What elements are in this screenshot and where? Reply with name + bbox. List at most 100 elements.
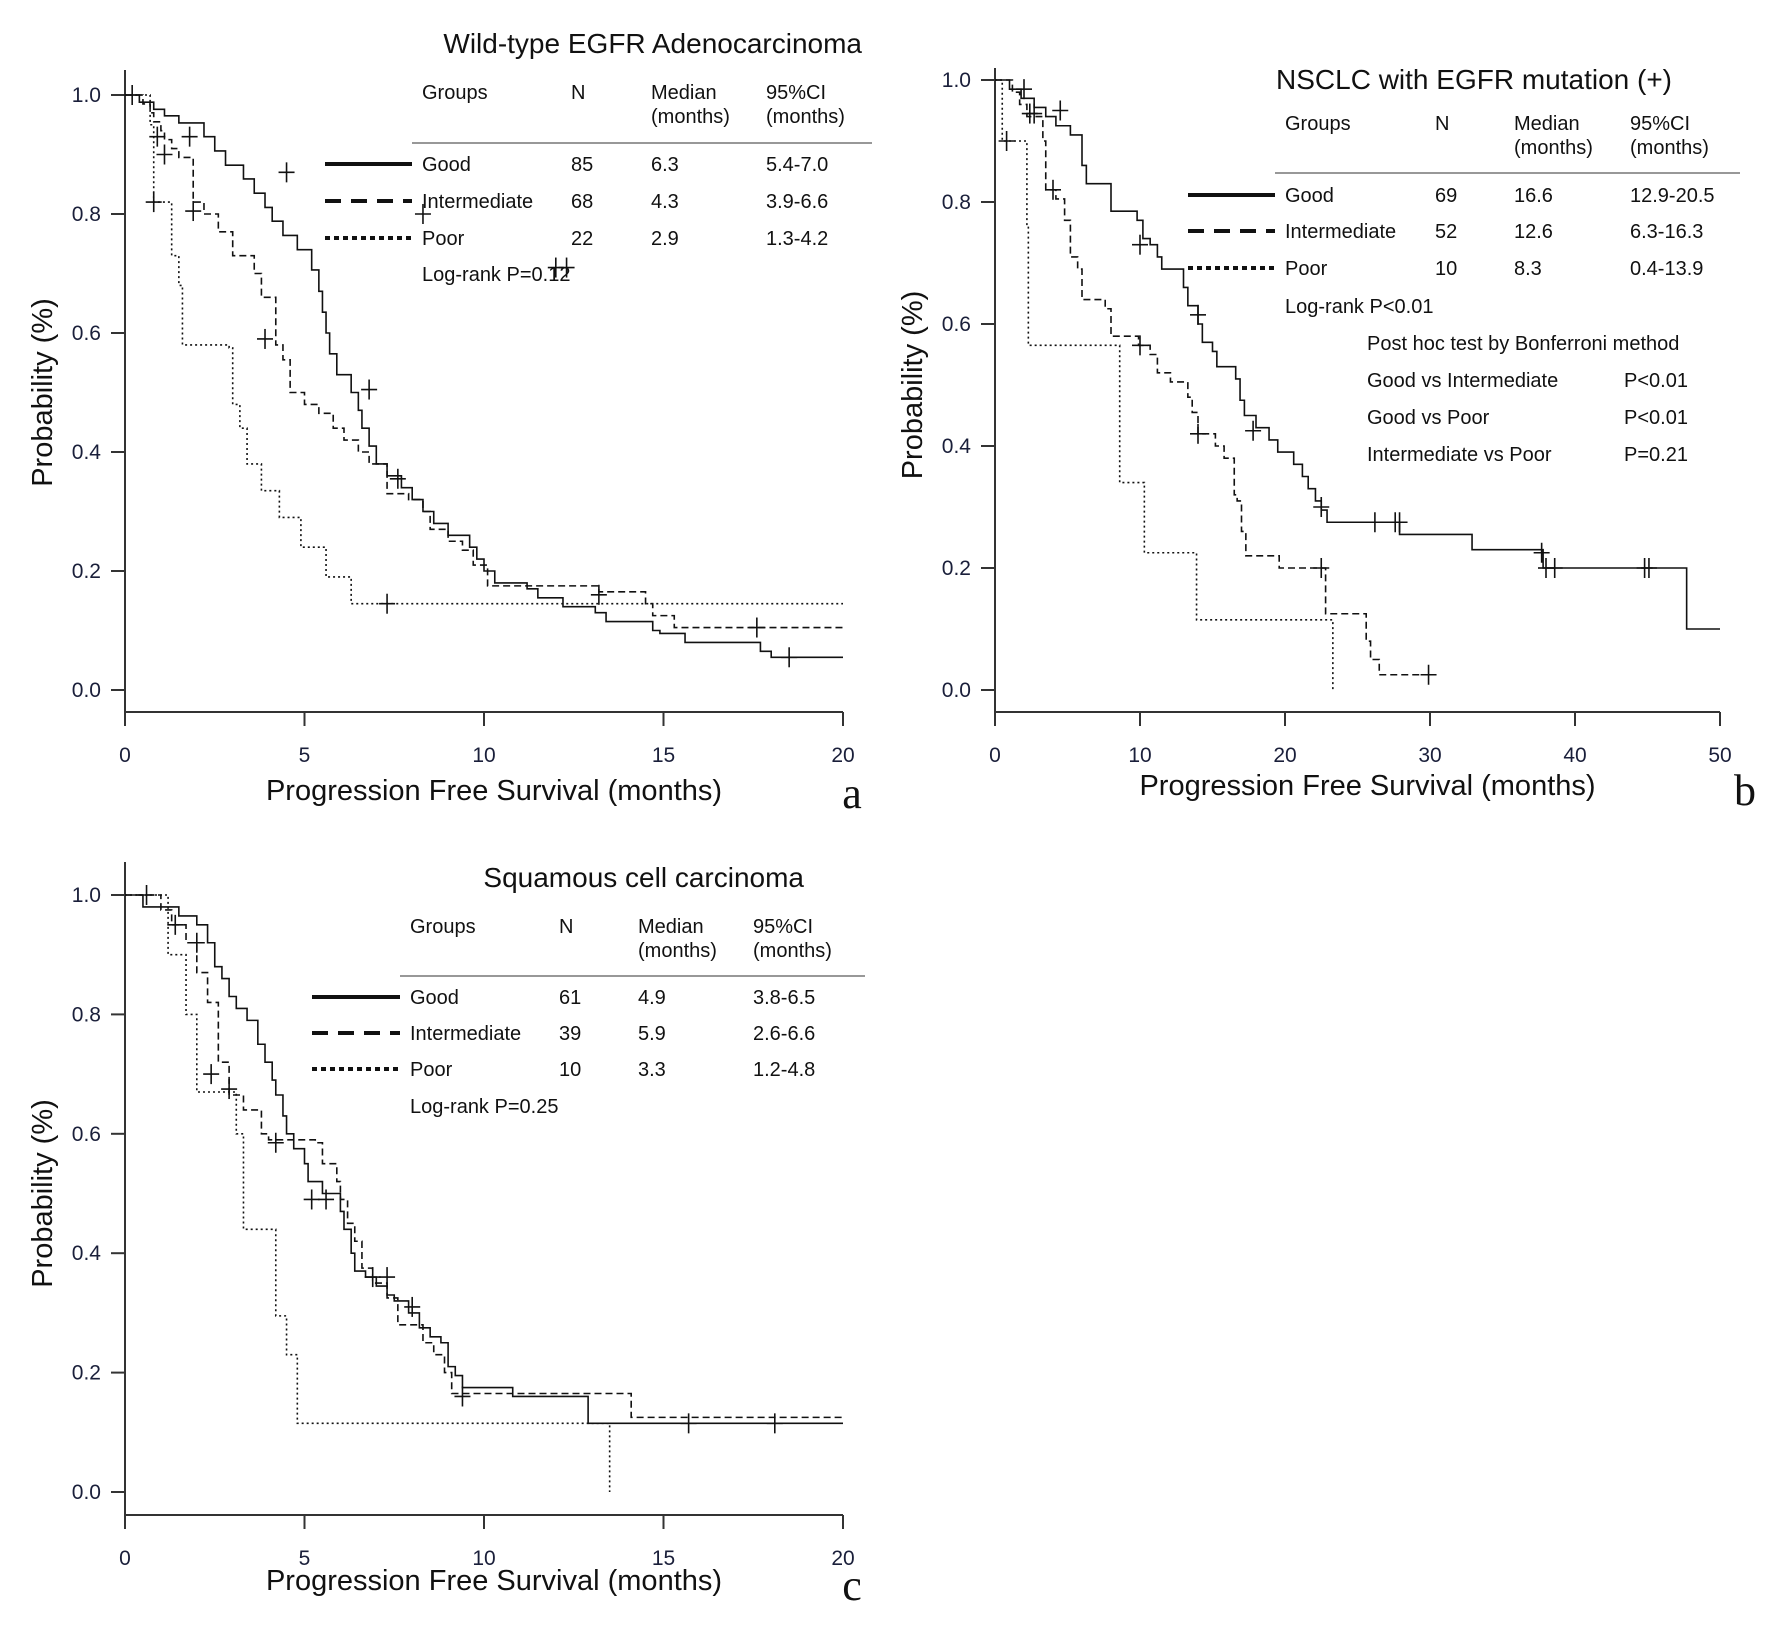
- legend-n: 68: [571, 191, 593, 213]
- legend-group: Good: [1285, 185, 1334, 207]
- legend-ci: 6.3-16.3: [1630, 221, 1703, 243]
- y-tick-label: 0.0: [942, 679, 971, 702]
- x-tick-label: 50: [1708, 744, 1731, 767]
- x-tick-label: 0: [119, 744, 131, 767]
- y-axis-title: Probability (%): [27, 1099, 59, 1288]
- legend-header: (months): [638, 940, 717, 962]
- legend-group: Intermediate: [422, 191, 533, 213]
- legend-n: 61: [559, 987, 581, 1009]
- legend-header: N: [559, 916, 573, 938]
- legend-ci: 1.2-4.8: [753, 1059, 815, 1081]
- legend-n: 22: [571, 228, 593, 250]
- x-tick-label: 15: [652, 1547, 675, 1570]
- legend-ci: 12.9-20.5: [1630, 185, 1715, 207]
- posthoc-title: Post hoc test by Bonferroni method: [1367, 333, 1679, 355]
- posthoc-comparison: Good vs Poor: [1367, 407, 1490, 429]
- legend-median: 4.9: [638, 987, 666, 1009]
- legend-n: 39: [559, 1023, 581, 1045]
- legend-group: Intermediate: [410, 1023, 521, 1045]
- x-tick-label: 0: [119, 1547, 131, 1570]
- y-tick-label: 1.0: [942, 69, 971, 92]
- legend-table: Groups N Median(months)95%CI(months)Good 69…: [1188, 113, 1740, 466]
- legend-header: Median: [638, 916, 704, 938]
- y-tick-label: 0.4: [72, 441, 102, 464]
- legend-group: Good: [410, 987, 459, 1009]
- x-tick-label: 5: [299, 1547, 311, 1570]
- y-tick-label: 0.2: [942, 557, 971, 580]
- legend-median: 16.6: [1514, 185, 1553, 207]
- x-tick-label: 5: [299, 744, 311, 767]
- posthoc-p-value: P<0.01: [1624, 407, 1688, 429]
- y-tick-label: 0.4: [72, 1242, 102, 1265]
- legend-n: 69: [1435, 185, 1457, 207]
- legend-group: Poor: [422, 228, 465, 250]
- y-tick-label: 1.0: [72, 884, 101, 907]
- legend-ci: 1.3-4.2: [766, 228, 828, 250]
- y-tick-label: 0.8: [72, 203, 101, 226]
- panel-a: 0.0 0.2 0.4 0.6 0.8 1.0 0 5 10 15 20 Probability (%…: [27, 28, 872, 818]
- legend-header: (months): [1630, 137, 1709, 159]
- x-tick-label: 30: [1418, 744, 1441, 767]
- panel-letter: b: [1734, 766, 1756, 815]
- x-tick-label: 0: [989, 744, 1001, 767]
- x-tick-label: 20: [1273, 744, 1296, 767]
- legend-group: Good: [422, 154, 471, 176]
- legend-ci: 5.4-7.0: [766, 154, 828, 176]
- legend-ci: 3.8-6.5: [753, 987, 815, 1009]
- legend-n: 10: [559, 1059, 581, 1081]
- y-tick-label: 0.6: [72, 1123, 101, 1146]
- legend-header: (months): [766, 106, 845, 128]
- x-axis-title: Progression Free Survival (months): [266, 775, 722, 807]
- km-curve-intermediate: [125, 94, 843, 629]
- km-curve-good: [125, 94, 843, 659]
- km-curve-poor: [125, 94, 843, 605]
- chart-title: Squamous cell carcinoma: [483, 862, 804, 893]
- legend-median: 2.9: [651, 228, 679, 250]
- legend-ci: 0.4-13.9: [1630, 258, 1703, 280]
- legend-header: 95%CI: [753, 916, 813, 938]
- x-tick-label: 10: [472, 1547, 495, 1570]
- y-tick-label: 0.8: [942, 191, 971, 214]
- chart-title: Wild-type EGFR Adenocarcinoma: [443, 28, 862, 59]
- log-rank-note: Log-rank P<0.01: [1285, 296, 1433, 318]
- legend-ci: 2.6-6.6: [753, 1023, 815, 1045]
- legend-header: (months): [651, 106, 730, 128]
- legend-table: Groups N Median(months)95%CI(months)Good 85…: [325, 82, 872, 286]
- legend-median: 3.3: [638, 1059, 666, 1081]
- legend-group: Intermediate: [1285, 221, 1396, 243]
- legend-header: 95%CI: [766, 82, 826, 104]
- legend-header: Groups: [410, 916, 476, 938]
- km-curve-good: [125, 894, 843, 1425]
- legend-median: 6.3: [651, 154, 679, 176]
- legend-header: Median: [1514, 113, 1580, 135]
- panel-letter: c: [842, 1561, 862, 1610]
- y-tick-label: 0.4: [942, 435, 972, 458]
- legend-median: 12.6: [1514, 221, 1553, 243]
- x-tick-label: 20: [831, 744, 854, 767]
- km-curve-poor: [125, 894, 611, 1492]
- panel-letter: a: [842, 769, 862, 818]
- x-axis-title: Progression Free Survival (months): [266, 1565, 722, 1597]
- km-curve-good: [995, 79, 1720, 630]
- legend-n: 85: [571, 154, 593, 176]
- km-curve-poor: [995, 79, 1334, 690]
- legend-median: 5.9: [638, 1023, 666, 1045]
- y-tick-label: 0.0: [72, 679, 101, 702]
- legend-header: Median: [651, 82, 717, 104]
- km-curve-intermediate: [125, 894, 843, 1419]
- y-axis-title: Probability (%): [897, 291, 929, 480]
- legend-median: 8.3: [1514, 258, 1542, 280]
- y-tick-label: 0.2: [72, 560, 101, 583]
- legend-header: N: [1435, 113, 1449, 135]
- x-tick-label: 10: [472, 744, 495, 767]
- x-axis-title: Progression Free Survival (months): [1139, 770, 1595, 802]
- legend-ci: 3.9-6.6: [766, 191, 828, 213]
- x-tick-label: 15: [652, 744, 675, 767]
- legend-header: N: [571, 82, 585, 104]
- x-tick-label: 40: [1563, 744, 1586, 767]
- chart-title: NSCLC with EGFR mutation (+): [1276, 64, 1672, 95]
- y-tick-label: 0.6: [942, 313, 971, 336]
- legend-n: 10: [1435, 258, 1457, 280]
- y-tick-label: 1.0: [72, 84, 101, 107]
